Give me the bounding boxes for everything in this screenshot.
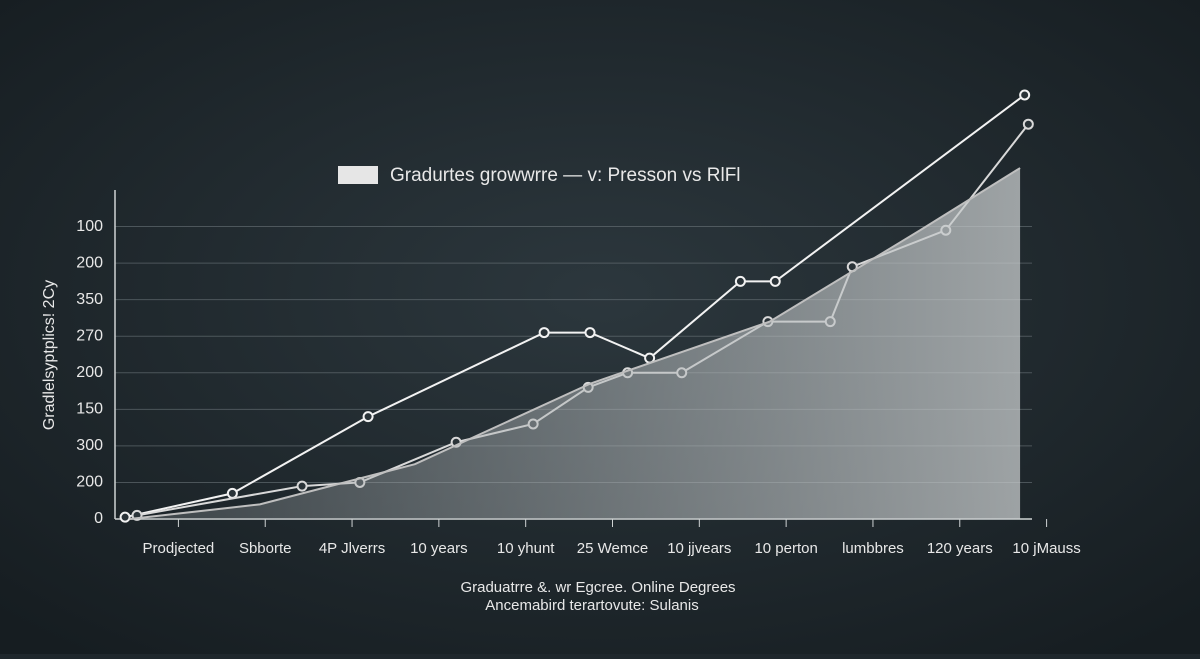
point: [1022, 118, 1034, 130]
point: [362, 411, 374, 423]
x-tick-label: 25 Wemce: [577, 540, 648, 557]
legend-swatch: [338, 166, 378, 184]
x-tick-label: 10 jjvears: [667, 540, 731, 557]
x-tick-label: 10 perton: [754, 540, 817, 557]
y-tick-label: 200: [76, 364, 103, 381]
y-tick-label: 270: [76, 327, 103, 344]
x-tick-label: 10 years: [410, 540, 468, 557]
x-tick-label: 4P Jlverrs: [319, 540, 385, 557]
point: [1019, 89, 1031, 101]
point: [226, 487, 238, 499]
x-tick-label: 10 yhunt: [497, 540, 555, 557]
point: [296, 480, 308, 492]
y-tick-label: 350: [76, 291, 103, 308]
x-tick-label: lumbbres: [842, 540, 904, 557]
point: [769, 275, 781, 287]
x-tick-label: Sbborte: [239, 540, 292, 557]
y-tick-label: 200: [76, 474, 103, 491]
x-tick-label: 10 jMauss: [1012, 540, 1080, 557]
point: [538, 327, 550, 339]
y-axis-label: Gradlelsyptplics! 2Cy: [41, 280, 58, 430]
footer-line: Ancemabird terartovute: Sulanis: [485, 597, 698, 614]
point: [584, 327, 596, 339]
footer-line: Graduatrre &. wr Egcree. Online Degrees: [460, 579, 735, 596]
point: [734, 275, 746, 287]
series-line: [129, 167, 1021, 520]
y-tick-label: 150: [76, 401, 103, 418]
chart-title: Gradurtes growwrre — v: Presson vs RlFl: [390, 165, 741, 186]
x-tick-label: 120 years: [927, 540, 993, 557]
point: [119, 511, 131, 523]
y-tick-label: 100: [76, 218, 103, 235]
area: [129, 168, 1021, 520]
y-tick-label: 300: [76, 437, 103, 454]
y-tick-label: 0: [94, 510, 103, 527]
y-tick-label: 200: [76, 254, 103, 271]
x-tick-label: Prodjected: [143, 540, 215, 557]
